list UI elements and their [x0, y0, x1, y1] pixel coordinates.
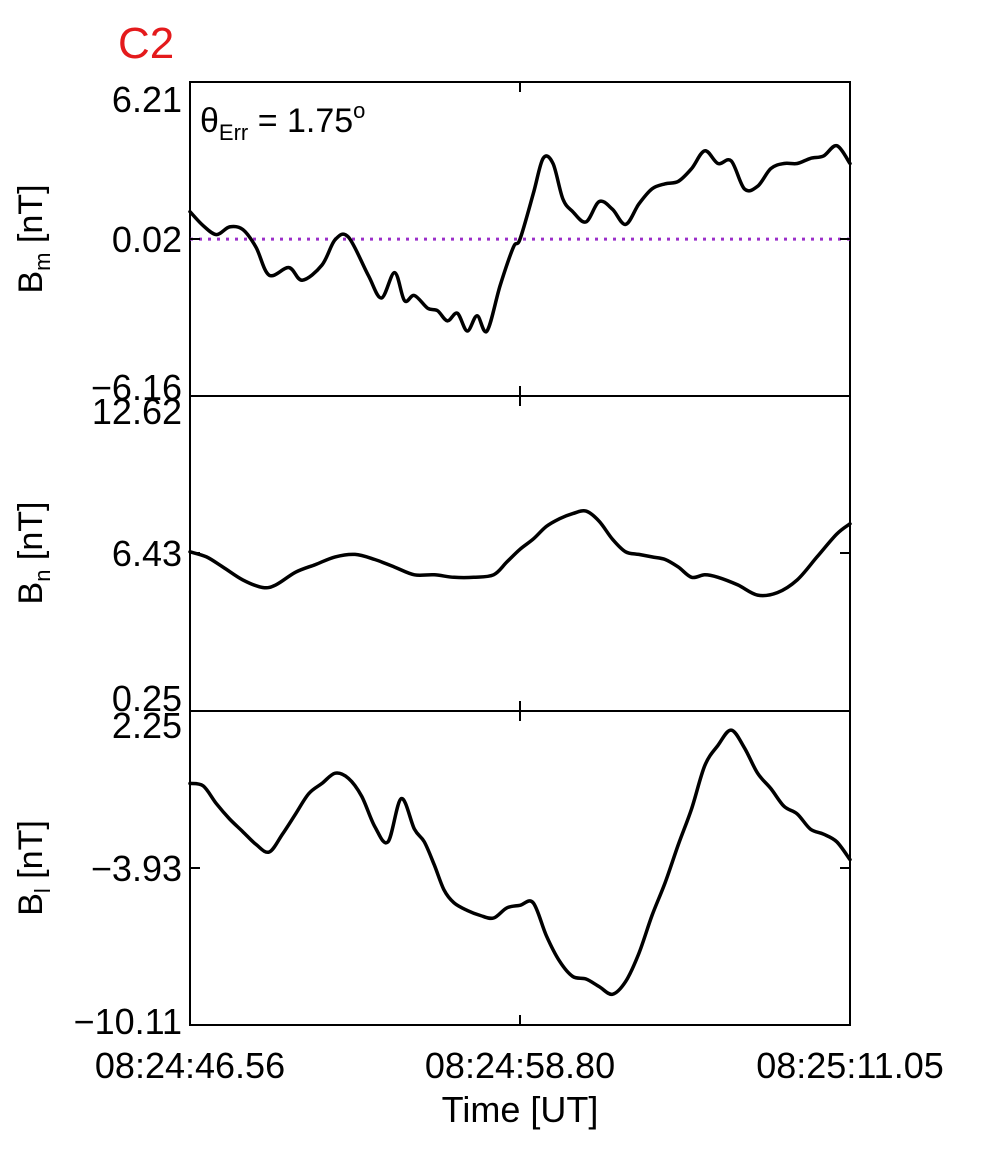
panel-bm-ylabel: Bm [nT] — [12, 184, 55, 293]
panel-bn-ytick-bottom: 0.25 — [112, 678, 182, 719]
panel-bn-frame — [189, 395, 851, 712]
panel-bn-ytick-top: 12.62 — [92, 391, 182, 432]
panel-bn-trace — [188, 509, 852, 598]
panel-bm-trace — [188, 143, 852, 334]
xtick-label-mid: 08:24:58.80 — [425, 1045, 615, 1086]
panel-bl-ytick-top: 2.25 — [112, 705, 182, 746]
panel-bl-ytick-bottom: −10.11 — [74, 1001, 182, 1042]
panel-bm-ytick-mid: 0.02 — [112, 219, 182, 260]
panel-bl-ytick-mid: −3.93 — [91, 848, 182, 889]
panel-bm: 6.21 0.02 −6.16 Bm [nT] — [12, 79, 852, 408]
panel-bn-ylabel: Bn [nT] — [12, 502, 55, 605]
theta-error-annotation: θErr = 1.75o — [200, 98, 365, 145]
panel-bm-ytick-top: 6.21 — [112, 79, 182, 120]
panel-bl-ylabel: Bl [nT] — [12, 820, 55, 916]
xtick-label-start: 08:24:46.56 — [95, 1045, 285, 1086]
xtick-label-end: 08:25:11.05 — [756, 1045, 944, 1086]
panel-bl: 2.25 −3.93 −10.11 Bl [nT] — [12, 705, 852, 1042]
panel-bn-ytick-mid: 6.43 — [112, 533, 182, 574]
chart-title: C2 — [118, 19, 174, 68]
panel-bl-trace — [188, 728, 852, 997]
panel-bn: 12.62 6.43 0.25 Bn [nT] — [12, 391, 852, 719]
panel-bm-ytick-bottom: −6.16 — [91, 367, 182, 408]
x-axis-label: Time [UT] — [442, 1089, 599, 1130]
